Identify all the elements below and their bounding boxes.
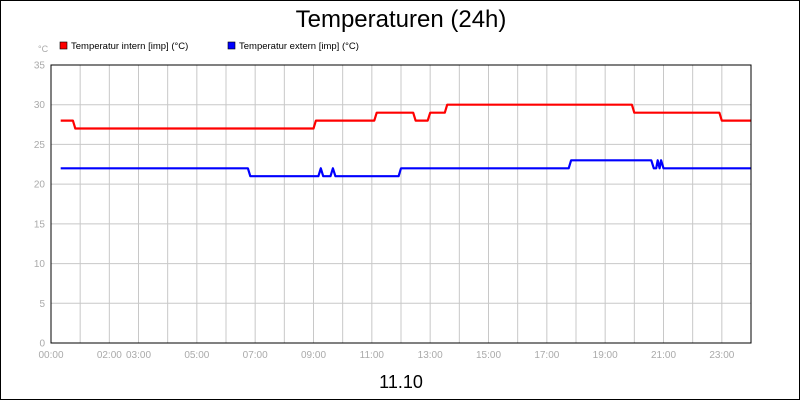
x-tick-label: 07:00 <box>243 350 268 361</box>
y-tick-label: 20 <box>34 180 46 191</box>
legend-item-intern: Temperatur intern [imp] (°C) <box>59 41 188 52</box>
x-tick-label: 09:00 <box>301 350 326 361</box>
y-axis-unit: °C <box>38 44 49 54</box>
legend-swatch-intern <box>59 41 68 50</box>
series-lines <box>60 103 751 178</box>
x-tick-label: 11:00 <box>360 350 385 361</box>
series-line-extern <box>60 159 751 178</box>
grid-lines <box>50 64 752 344</box>
legend-label-intern: Temperatur intern [imp] (°C) <box>71 41 188 52</box>
legend-label-extern: Temperatur extern [imp] (°C) <box>239 41 359 52</box>
x-tick-label: 05:00 <box>184 350 209 361</box>
y-tick-label: 0 <box>39 339 45 350</box>
x-tick-label: 13:00 <box>418 350 443 361</box>
legend: Temperatur intern [imp] (°C) Temperatur … <box>59 41 359 52</box>
y-tick-label: 10 <box>34 259 46 270</box>
x-tick-label: 03:00 <box>126 350 151 361</box>
y-tick-label: 35 <box>34 61 46 72</box>
chart-title: Temperaturen (24h) <box>296 6 507 33</box>
plot-area-border <box>50 64 752 344</box>
date-label: 11.10 <box>379 372 423 392</box>
x-tick-label: 19:00 <box>593 350 618 361</box>
y-tick-label: 25 <box>34 140 46 151</box>
y-tick-label: 30 <box>34 100 46 111</box>
x-tick-labels: 00:00 02:00 03:00 05:00 07:00 09:00 11:00 13:00… <box>38 350 734 361</box>
x-tick-label: 21:00 <box>651 350 676 361</box>
legend-swatch-extern <box>227 41 236 50</box>
series-line-intern <box>60 103 751 130</box>
x-tick-label: 17:00 <box>534 350 559 361</box>
x-tick-label: 23:00 <box>709 350 734 361</box>
x-tick-label: 02:00 <box>97 350 122 361</box>
y-tick-labels: 0 5 10 15 20 25 30 35 <box>34 61 46 350</box>
x-tick-label: 15:00 <box>476 350 501 361</box>
x-tick-label: 00:00 <box>38 350 63 361</box>
y-tick-label: 15 <box>34 219 46 230</box>
legend-item-extern: Temperatur extern [imp] (°C) <box>227 41 359 52</box>
y-tick-label: 5 <box>39 299 45 310</box>
